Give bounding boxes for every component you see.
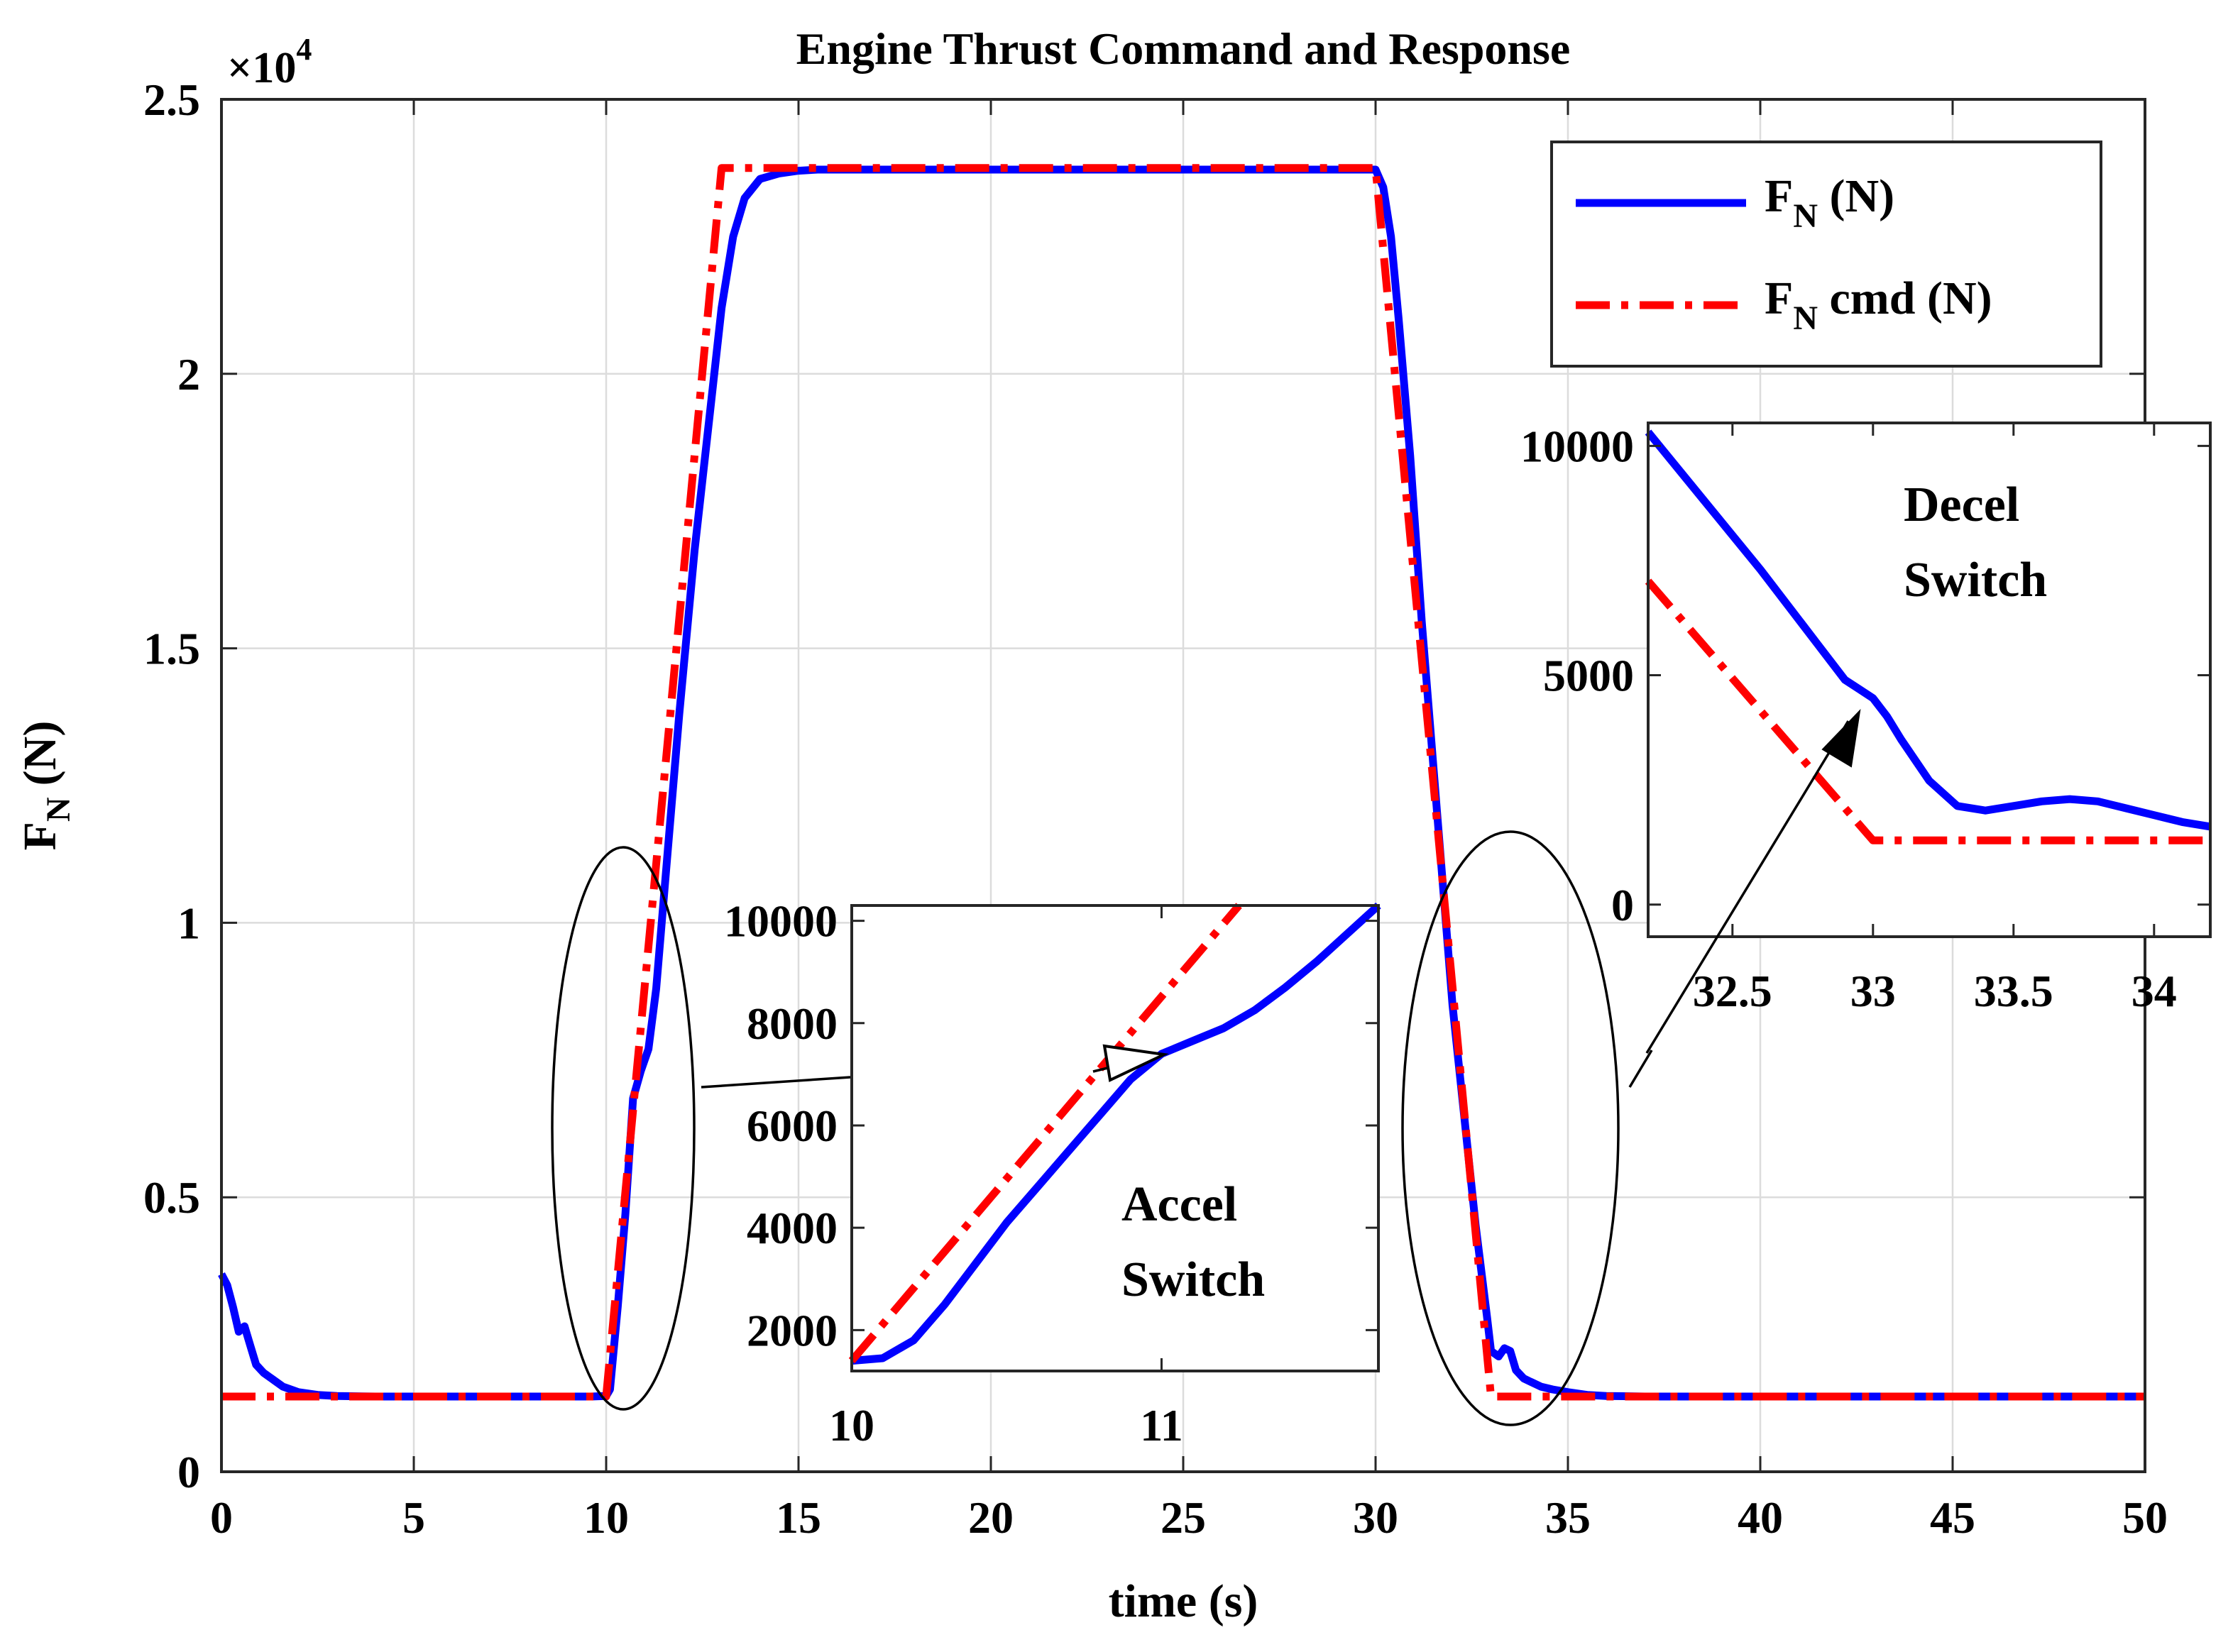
y-tick-label: 0.5 (143, 1172, 200, 1223)
y-tick-label: 1 (177, 898, 200, 948)
x-tick-label: 15 (776, 1492, 821, 1543)
decel-annotation-line1: Decel (1904, 478, 2019, 532)
decel-x-tick-label: 32.5 (1693, 966, 1772, 1016)
accel-y-tick-label: 8000 (747, 998, 838, 1049)
decel-x-tick-label: 34 (2132, 966, 2177, 1016)
decel-arrow-shaft (1645, 720, 1850, 1054)
x-tick-label: 20 (968, 1492, 1014, 1543)
decel-inset-frame (1647, 422, 2212, 938)
chart-title: Engine Thrust Command and Response (796, 23, 1571, 74)
main-fn-cmd-line (221, 164, 2145, 1401)
x-tick-label: 50 (2122, 1492, 2168, 1543)
decel-annotation-line2: Switch (1904, 553, 2047, 607)
decel-connector-line (1628, 1050, 1653, 1088)
x-tick-label: 5 (402, 1492, 425, 1543)
accel-inset-lines (848, 902, 1381, 1365)
accel-y-tick-label: 2000 (747, 1305, 838, 1355)
y-axis-label: FN (N) (14, 721, 77, 851)
y-tick-label: 0 (177, 1447, 200, 1497)
decel-y-tick-label: 0 (1611, 880, 1634, 930)
main-data-lines (218, 164, 2145, 1401)
x-tick-label: 45 (1930, 1492, 1975, 1543)
decel-x-tick-label: 33 (1850, 966, 1896, 1016)
accel-inset: 10 11 2000 4000 6000 8000 10000 Accel Switch (724, 896, 1381, 1450)
accel-y-tick-label: 10000 (724, 896, 838, 947)
decel-fn-line (1645, 429, 2211, 831)
accel-x-tick-label: 11 (1140, 1400, 1183, 1450)
x-tick-label: 30 (1353, 1492, 1398, 1543)
x-tick-label: 0 (210, 1492, 233, 1543)
decel-y-tick-label: 10000 (1520, 421, 1634, 471)
decel-inset-ticks: 32.5 33 33.5 34 0 5000 10000 (1520, 421, 2210, 1016)
decel-y-tick-label: 5000 (1543, 651, 1634, 701)
accel-annotation-line1: Accel (1121, 1177, 1237, 1232)
accel-y-tick-label: 4000 (747, 1203, 838, 1253)
y-tick-label: 2 (177, 349, 200, 400)
accel-region-ellipse (551, 846, 696, 1411)
decel-arrowhead (1821, 709, 1861, 768)
legend-label-fn-cmd: FN cmd (N) (1765, 272, 1992, 337)
main-ticks: 0 5 10 15 20 25 30 35 40 45 5000.511.522.5 (143, 75, 2168, 1543)
accel-arrowhead (1102, 1044, 1169, 1082)
accel-inset-ticks: 10 11 2000 4000 6000 8000 10000 (724, 896, 1378, 1450)
legend-box (1550, 141, 2102, 368)
x-tick-label: 25 (1161, 1492, 1206, 1543)
accel-y-tick-label: 6000 (747, 1101, 838, 1151)
legend: FN (N) FN cmd (N) (1550, 141, 2102, 368)
decel-fn-cmd-line (1645, 578, 2210, 844)
accel-annotation-line2: Switch (1121, 1252, 1265, 1307)
y-tick-label: 1.5 (143, 624, 200, 674)
decel-x-tick-label: 33.5 (1974, 966, 2053, 1016)
decel-inset: 32.5 33 33.5 34 0 5000 10000 Decel Switch (1520, 421, 2212, 1016)
y-axis-label-unit: (N) (14, 721, 66, 786)
y-axis-label-base: F (14, 822, 66, 850)
x-tick-label: 35 (1545, 1492, 1591, 1543)
accel-fn-cmd-line (848, 903, 1242, 1364)
accel-fn-line (851, 902, 1381, 1365)
accel-inset-frame (850, 904, 1380, 1372)
decel-inset-lines (1645, 429, 2211, 844)
y-exponent-label: ×104 (227, 32, 312, 92)
x-tick-label: 10 (583, 1492, 629, 1543)
x-axis-label: time (s) (1109, 1575, 1258, 1627)
x-tick-label: 40 (1738, 1492, 1783, 1543)
y-axis-label-subscript: N (40, 797, 77, 822)
y-exponent-base: ×10 (227, 44, 296, 92)
y-tick-label: 2.5 (143, 75, 200, 125)
accel-x-tick-label: 10 (829, 1400, 874, 1450)
decel-region-ellipse (1401, 830, 1620, 1426)
accel-connector-line (701, 1076, 851, 1089)
y-exponent-power: 4 (296, 32, 312, 67)
legend-label-fn: FN (N) (1765, 170, 1894, 235)
decel-inset-background (1648, 423, 2210, 937)
